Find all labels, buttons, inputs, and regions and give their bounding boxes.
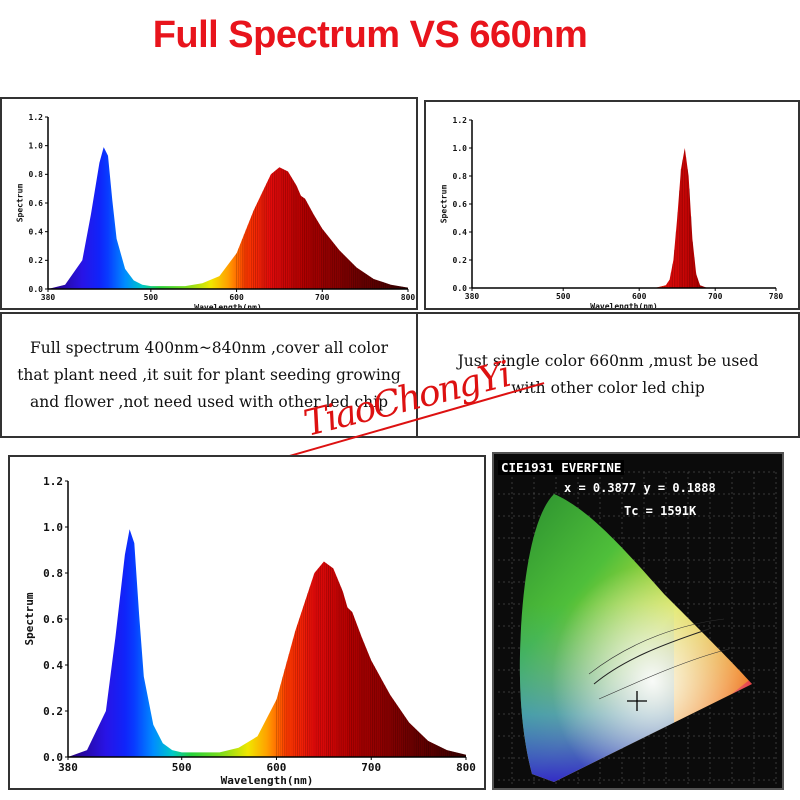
y-tick-label: 1.2 — [453, 116, 468, 125]
x-tick-label: 380 — [465, 292, 480, 301]
x-tick-label: 500 — [556, 292, 571, 301]
y-tick-label: 0.0 — [43, 751, 63, 764]
y-tick-label: 0.6 — [29, 199, 44, 208]
y-tick-label: 0.2 — [29, 256, 44, 265]
x-tick-label: 800 — [401, 293, 416, 302]
spectrum-striations — [236, 167, 407, 289]
y-tick-label: 0.6 — [43, 613, 63, 626]
full-spectrum-caption: Full spectrum 400nm~840nm ,cover all col… — [0, 312, 418, 438]
full-spectrum-panel: 0.0 0.2 0.4 0.6 0.8 1.0 1.2 380 500 600 700 800 Wave… — [0, 97, 418, 310]
y-tick-label: 0.8 — [43, 567, 63, 580]
y-tick-label: 0.2 — [453, 256, 468, 265]
x-axis-label: Wavelength(nm) — [194, 303, 261, 308]
single-660-caption: Just single color 660nm ,must be used wi… — [418, 312, 800, 438]
y-tick-label: 1.2 — [43, 475, 63, 488]
isotemperature-lines — [588, 618, 730, 700]
y-axis-label: Spectrum — [439, 185, 448, 224]
y-tick-label: 0.0 — [453, 284, 468, 293]
x-tick-label: 700 — [361, 761, 381, 774]
caption-line: with other color led chip — [511, 379, 705, 397]
y-tick-label: 0.4 — [29, 227, 44, 236]
y-tick-label: 1.0 — [453, 144, 468, 153]
y-tick-label: 1.0 — [43, 521, 63, 534]
x-tick-label: 600 — [267, 761, 287, 774]
spectrum-area — [48, 147, 408, 289]
x-tick-label: 380 — [58, 761, 78, 774]
caption-line: Just single color 660nm ,must be used — [457, 352, 759, 370]
y-tick-label: 0.6 — [453, 200, 468, 209]
x-tick-label: 500 — [144, 293, 159, 302]
y-tick-label: 0.4 — [43, 659, 63, 672]
x-tick-label: 600 — [632, 292, 647, 301]
single-660-panel: 0.0 0.2 0.4 0.6 0.8 1.0 1.2 380 500 600 700 780 Wave… — [424, 100, 800, 310]
x-axis-label: Wavelength(nm) — [590, 302, 657, 308]
cie-color-temperature: Tc = 1591K — [624, 504, 697, 518]
x-tick-label: 700 — [708, 292, 723, 301]
y-tick-label: 0.8 — [29, 170, 44, 179]
spectrum-striations — [276, 561, 465, 757]
x-tick-label: 600 — [229, 293, 244, 302]
x-tick-label: 380 — [41, 293, 56, 302]
large-spectrum-chart: 0.0 0.2 0.4 0.6 0.8 1.0 1.2 380 500 600 700 800 Wave… — [23, 475, 476, 787]
caption-line: and flower ,not need used with other led… — [30, 392, 388, 411]
y-tick-label: 0.2 — [43, 705, 63, 718]
chromaticity-crosshair — [627, 691, 647, 711]
y-tick-label: 0.8 — [453, 172, 468, 181]
cie-header: CIE1931 EVERFINE — [498, 460, 625, 475]
y-tick-label: 0.0 — [29, 285, 44, 294]
spectrum-striations — [660, 150, 704, 288]
y-axis-label: Spectrum — [15, 184, 24, 223]
spectrum-area — [472, 148, 776, 288]
x-tick-label: 800 — [456, 761, 476, 774]
x-tick-label: 700 — [315, 293, 330, 302]
y-tick-label: 1.2 — [29, 113, 44, 122]
y-tick-label: 1.0 — [29, 141, 44, 150]
cie-coordinates: x = 0.3877 y = 0.1888 — [564, 481, 716, 495]
single-660-chart: 0.0 0.2 0.4 0.6 0.8 1.0 1.2 380 500 600 700 780 Wave… — [439, 116, 784, 308]
large-spectrum-panel: 0.0 0.2 0.4 0.6 0.8 1.0 1.2 380 500 600 700 800 Wave… — [8, 455, 486, 790]
cie-panel: CIE1931 EVERFINE x = 0.3877 y = 0.1888 T… — [492, 452, 784, 790]
spectrum-area — [68, 529, 466, 757]
caption-line: Full spectrum 400nm~840nm ,cover all col… — [30, 338, 388, 357]
planckian-locus — [593, 628, 710, 685]
caption-line: that plant need ,it suit for plant seedi… — [17, 365, 401, 384]
page-title: Full Spectrum VS 660nm — [152, 14, 588, 56]
cie-diagram — [498, 471, 778, 784]
x-tick-label: 500 — [172, 761, 192, 774]
y-axis-label: Spectrum — [23, 592, 36, 645]
y-tick-label: 0.4 — [453, 228, 468, 237]
x-axis-label: Wavelength(nm) — [221, 774, 314, 787]
full-spectrum-chart: 0.0 0.2 0.4 0.6 0.8 1.0 1.2 380 500 600 700 800 Wave… — [15, 113, 416, 308]
x-tick-label: 780 — [769, 292, 784, 301]
